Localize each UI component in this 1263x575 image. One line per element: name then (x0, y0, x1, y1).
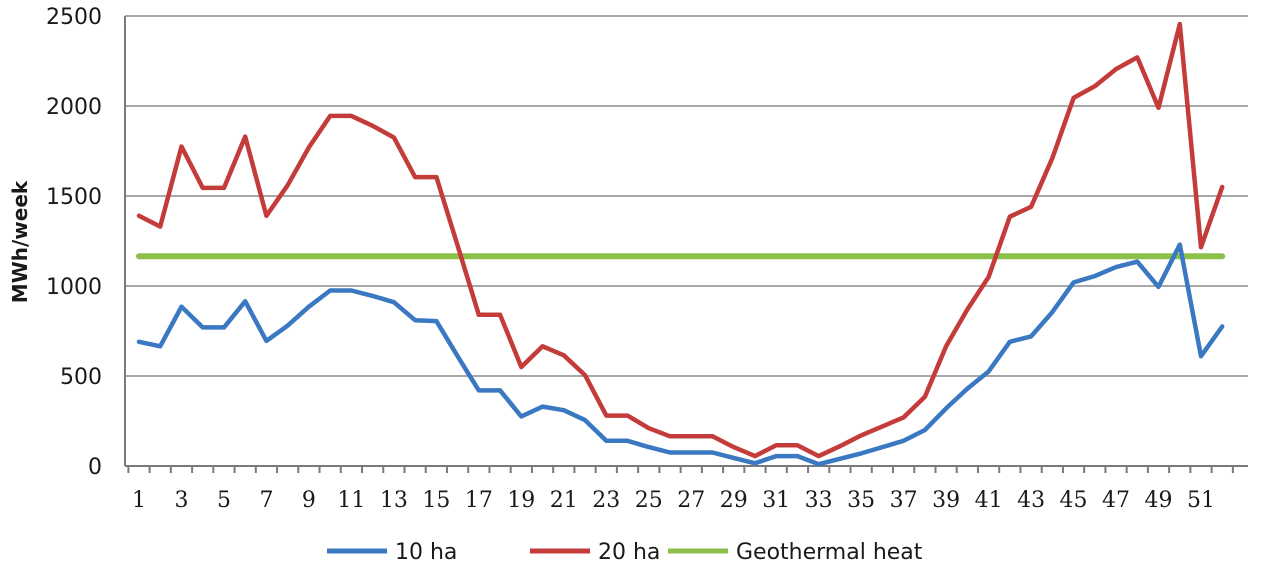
x-tick-label: 21 (550, 488, 578, 513)
x-tick-label: 5 (217, 488, 231, 513)
x-tick-label: 43 (1017, 488, 1045, 513)
y-tick-label: 500 (60, 365, 102, 390)
legend-label: 10 ha (395, 540, 457, 565)
legend-label: Geothermal heat (736, 540, 923, 565)
x-tick-label: 31 (762, 488, 790, 513)
x-tick-label: 47 (1102, 488, 1130, 513)
x-tick-label: 35 (847, 488, 875, 513)
y-axis-label: MWh/week (8, 180, 32, 303)
x-tick-label: 49 (1145, 488, 1173, 513)
x-tick-label: 17 (465, 488, 493, 513)
series-layer (136, 21, 1226, 467)
x-tick-label: 19 (507, 488, 535, 513)
x-tick-label: 33 (805, 488, 833, 513)
x-tick-label: 25 (635, 488, 663, 513)
legend: 10 ha 20 ha Geothermal heat (327, 540, 923, 565)
series-line-10-ha (136, 242, 1225, 467)
x-tick-label: 9 (302, 488, 316, 513)
x-tick-label: 23 (592, 488, 620, 513)
y-tick-label: 1500 (46, 185, 102, 210)
x-tick-label: 39 (932, 488, 960, 513)
x-tick-label: 7 (259, 488, 273, 513)
x-tick-label: 45 (1060, 488, 1088, 513)
y-tick-label: 0 (88, 455, 102, 480)
series-line-20-ha (136, 21, 1225, 459)
x-tick-label: 29 (720, 488, 748, 513)
y-tick-label: 1000 (46, 275, 102, 300)
label-layer: MWh/week (8, 180, 32, 303)
x-tick-label: 37 (890, 488, 918, 513)
x-tick-label: 13 (380, 488, 408, 513)
y-tick-label: 2500 (46, 5, 102, 30)
x-tick-label: 41 (975, 488, 1003, 513)
legend-label: 20 ha (598, 540, 660, 565)
x-tick-label: 1 (132, 488, 146, 513)
x-tick-label: 51 (1187, 488, 1215, 513)
x-tick-label: 3 (174, 488, 188, 513)
x-tick-label: 11 (337, 488, 365, 513)
grid-layer (125, 15, 1248, 377)
x-tick-label: 27 (677, 488, 705, 513)
x-tick-label: 15 (422, 488, 450, 513)
y-tick-label: 2000 (46, 95, 102, 120)
